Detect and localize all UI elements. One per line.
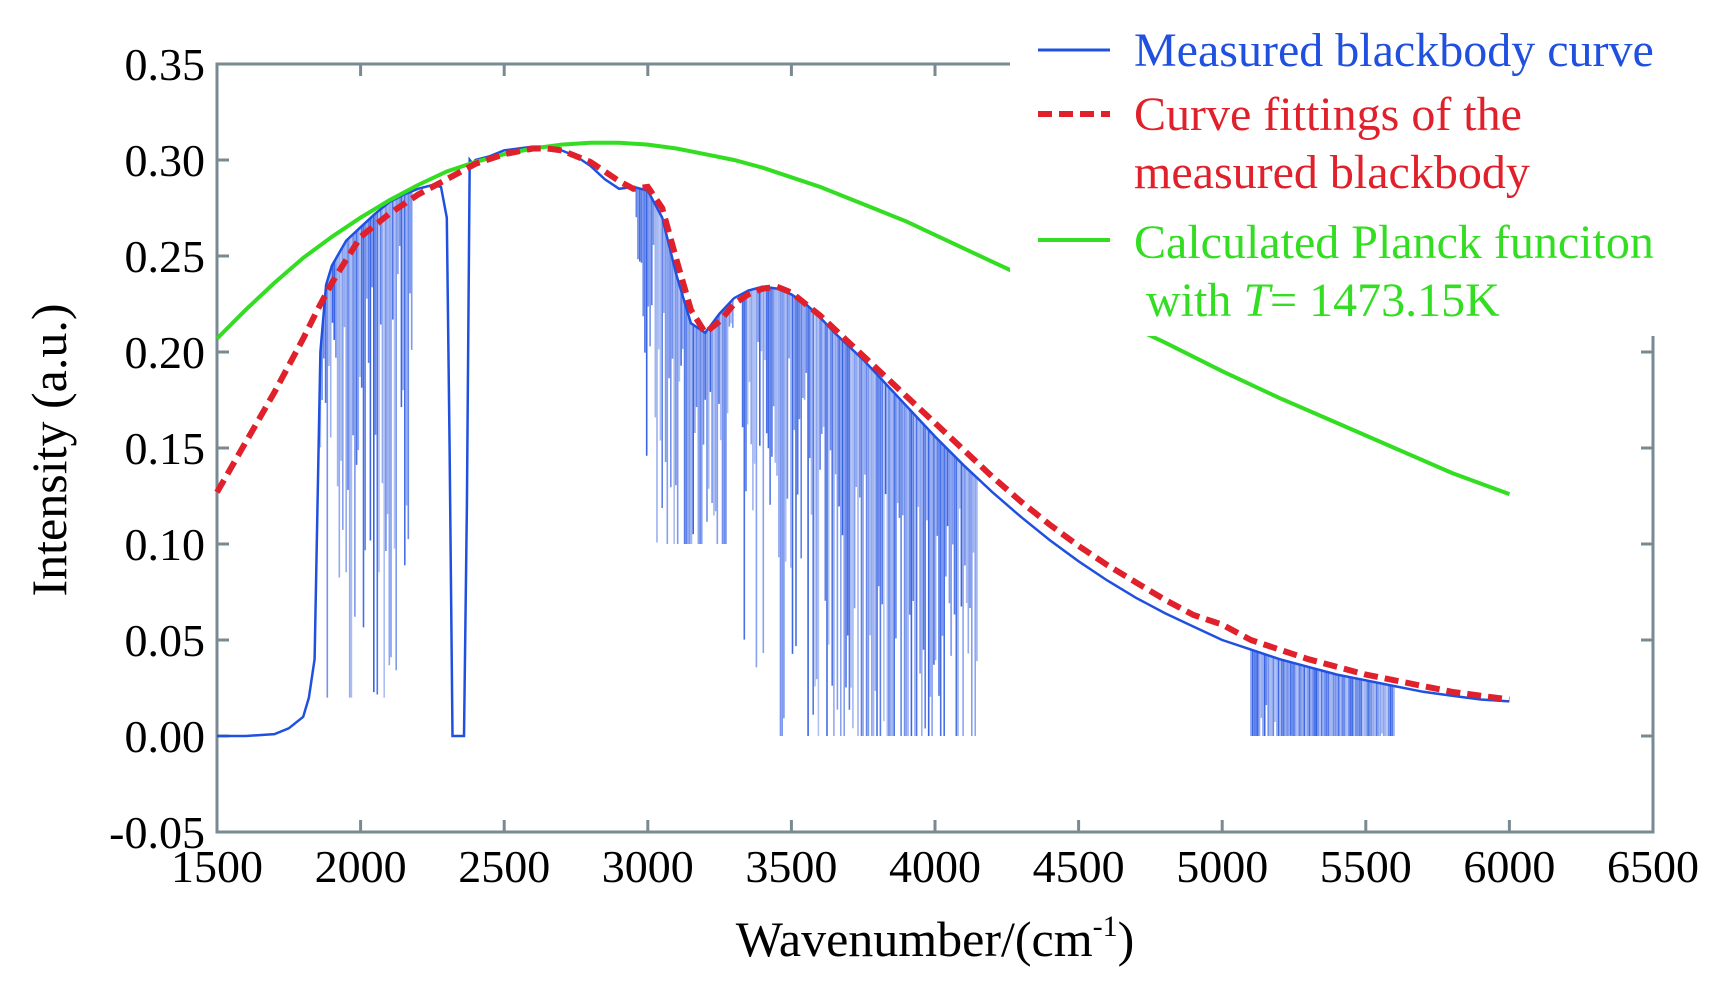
legend-label-planck-line1: Calculated Planck funciton: [1134, 216, 1654, 269]
x-axis-title-close: ): [1118, 911, 1135, 967]
y-tick-labels: -0.05 0.00 0.05 0.10 0.15 0.20 0.25 0.30 0.35: [109, 39, 205, 858]
legend-label-planck-line2: with T= 1473.15K: [1146, 274, 1500, 327]
legend: Measured blackbody curve Curve fittings …: [1010, 18, 1710, 336]
y-tick-label: 0.10: [125, 519, 206, 570]
x-axis-title: Wavenumber/(cm-1): [736, 910, 1135, 967]
x-tick-label: 5500: [1320, 841, 1412, 892]
x-tick-label: 4500: [1033, 841, 1125, 892]
x-tick-label: 3500: [745, 841, 837, 892]
x-tick-label: 3000: [602, 841, 694, 892]
x-tick-label: 2000: [315, 841, 407, 892]
legend-background: [1010, 18, 1710, 336]
x-tick-label: 6000: [1463, 841, 1555, 892]
x-tick-labels: 1500 2000 2500 3000 3500 4000 4500 5000 5500 6000…: [171, 841, 1699, 892]
y-tick-label: 0.00: [125, 711, 206, 762]
y-tick-label: 0.35: [125, 39, 206, 90]
y-tick-label: 0.30: [125, 135, 206, 186]
y-tick-label: 0.15: [125, 423, 206, 474]
y-tick-label: 0.20: [125, 327, 206, 378]
legend-label-fit-line2: measured blackbody: [1134, 146, 1530, 199]
absorption-lines: [319, 187, 1395, 736]
x-axis-title-superscript: -1: [1093, 910, 1118, 943]
x-tick-label: 5000: [1176, 841, 1268, 892]
y-tick-label: -0.05: [109, 807, 205, 858]
legend-label-measured: Measured blackbody curve: [1134, 24, 1654, 77]
x-tick-label: 2500: [458, 841, 550, 892]
x-tick-label: 1500: [171, 841, 263, 892]
y-tick-label: 0.05: [125, 615, 206, 666]
x-tick-label: 6500: [1607, 841, 1699, 892]
legend-label-fit-line1: Curve fittings of the: [1134, 88, 1522, 141]
series-layer: [214, 140, 1511, 738]
series-fit-line: [214, 145, 1510, 703]
x-tick-label: 4000: [889, 841, 981, 892]
y-axis-title: Intensity (a.u.): [21, 304, 77, 597]
legend-label-planck-T: T: [1243, 274, 1273, 327]
y-tick-label: 0.25: [125, 231, 206, 282]
series-planck-line: [215, 140, 1511, 496]
